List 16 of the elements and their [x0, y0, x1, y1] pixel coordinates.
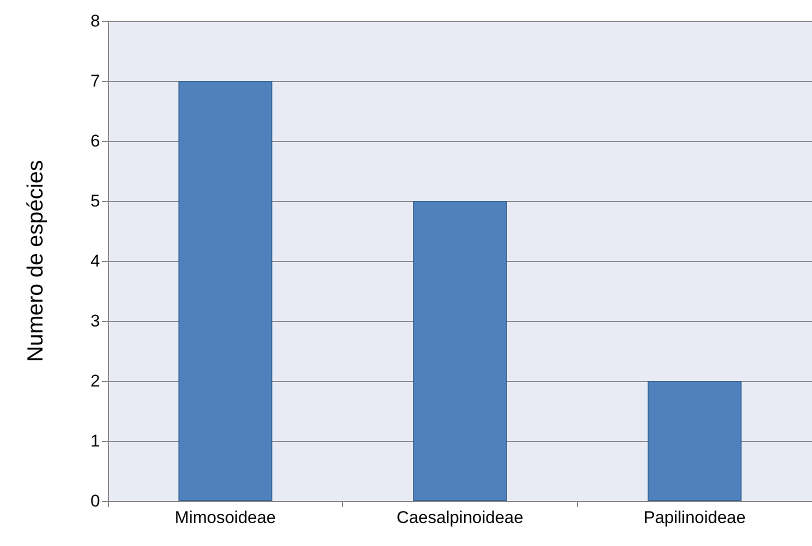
y-tick-label: 8	[90, 12, 100, 30]
bar	[413, 201, 507, 501]
y-tick-label: 6	[90, 132, 100, 150]
y-tick-label: 0	[90, 492, 100, 510]
bar	[648, 381, 742, 501]
x-tick-label: Papilinoideae	[644, 508, 746, 527]
y-tick-label: 5	[90, 192, 100, 210]
y-tick-label: 4	[90, 252, 100, 270]
y-tick-label: 1	[90, 432, 100, 450]
bar	[178, 81, 272, 501]
y-tick-label: 7	[90, 72, 100, 90]
y-tick-label: 2	[90, 372, 100, 390]
y-tick-label: 3	[90, 312, 100, 330]
x-tick-label: Mimosoideae	[174, 508, 276, 527]
y-axis-title: Numero de espécies	[22, 160, 48, 362]
x-tick-label: Caesalpinoideae	[396, 508, 524, 527]
